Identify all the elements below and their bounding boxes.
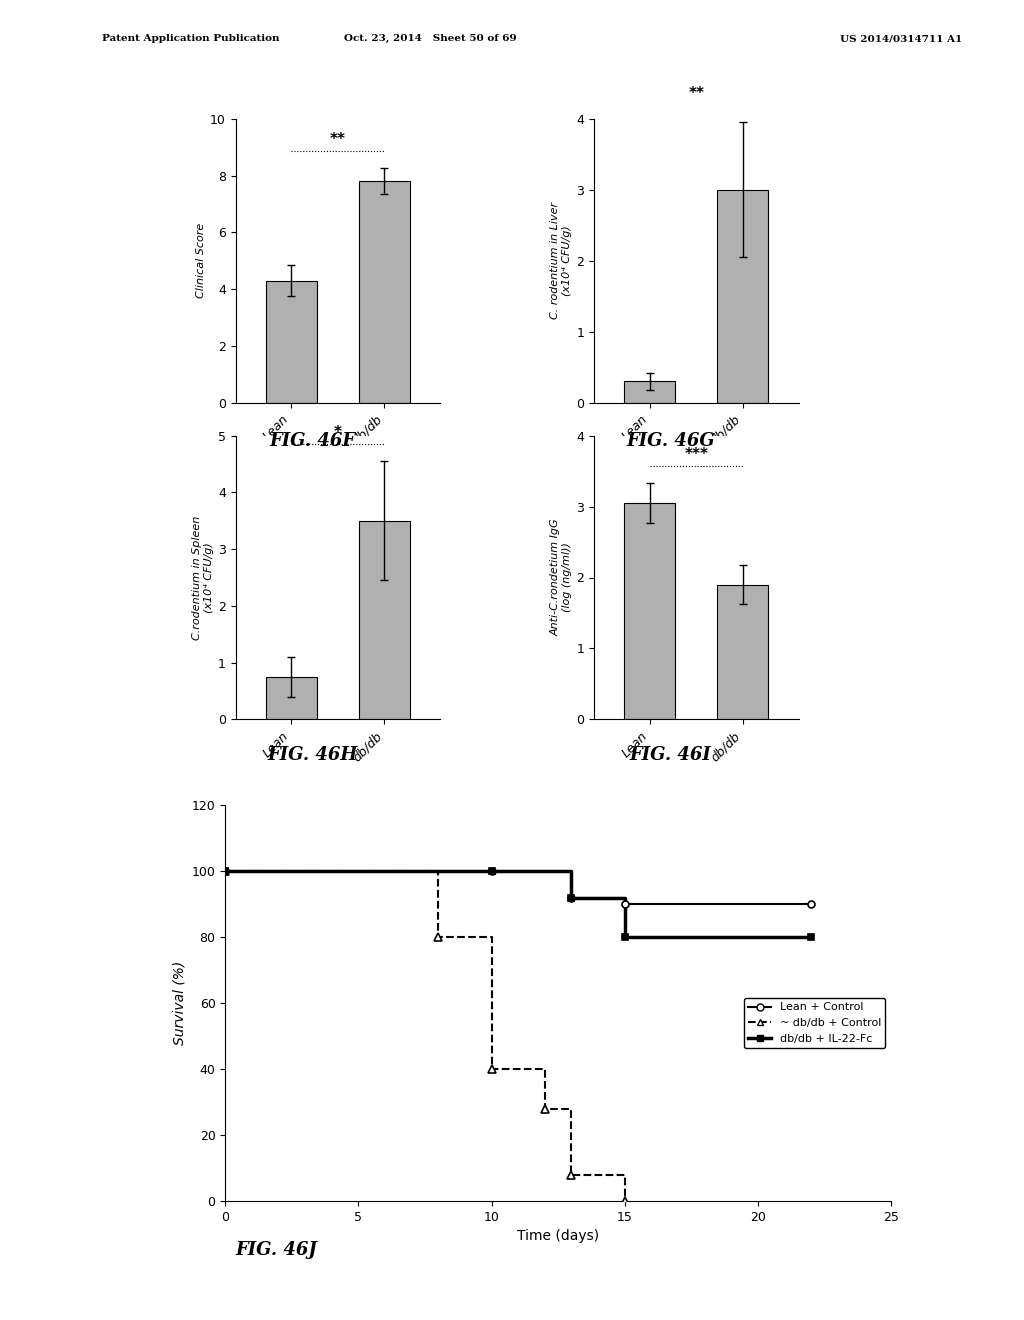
Y-axis label: Survival (%): Survival (%): [172, 961, 186, 1045]
Text: **: **: [688, 86, 705, 102]
Text: FIG. 46H: FIG. 46H: [267, 746, 357, 764]
Y-axis label: C. rodentium in Liver
(x10⁴ CFU/g): C. rodentium in Liver (x10⁴ CFU/g): [551, 202, 572, 319]
Bar: [358, 181, 410, 403]
Bar: [266, 281, 317, 403]
Bar: [717, 585, 768, 719]
Y-axis label: Anti-C.rondetium IgG
(log (ng/ml)): Anti-C.rondetium IgG (log (ng/ml)): [551, 519, 572, 636]
X-axis label: Time (days): Time (days): [517, 1229, 599, 1243]
Text: Oct. 23, 2014   Sheet 50 of 69: Oct. 23, 2014 Sheet 50 of 69: [344, 34, 516, 44]
Text: *: *: [334, 425, 342, 440]
Y-axis label: C.rodentium in Spleen
(x10⁴ CFU/g): C.rodentium in Spleen (x10⁴ CFU/g): [193, 515, 214, 640]
Text: FIG. 46J: FIG. 46J: [236, 1241, 317, 1259]
Text: US 2014/0314711 A1: US 2014/0314711 A1: [840, 34, 963, 44]
Text: ***: ***: [684, 447, 709, 462]
Text: FIG. 46I: FIG. 46I: [630, 746, 712, 764]
Legend: Lean + Control, ~ db/db + Control, db/db + IL-22-Fc: Lean + Control, ~ db/db + Control, db/db…: [744, 998, 886, 1048]
Text: Patent Application Publication: Patent Application Publication: [102, 34, 280, 44]
Bar: [358, 520, 410, 719]
Bar: [625, 503, 676, 719]
Text: FIG. 46F: FIG. 46F: [269, 432, 355, 450]
Bar: [717, 190, 768, 403]
Text: **: **: [330, 132, 346, 148]
Text: FIG. 46G: FIG. 46G: [627, 432, 715, 450]
Y-axis label: Clinical Score: Clinical Score: [196, 223, 206, 298]
Bar: [266, 677, 317, 719]
Bar: [625, 381, 676, 403]
